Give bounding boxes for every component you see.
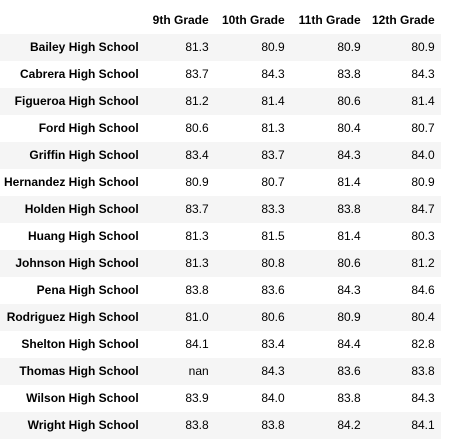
score-12th-grade: 80.9 <box>411 175 435 189</box>
score-12th-grade: 80.9 <box>411 40 435 54</box>
table-row: Huang High School 81.3 81.5 81.4 80.3 <box>0 223 441 250</box>
school-name: Wilson High School <box>26 391 139 405</box>
score-12th-grade: 84.7 <box>411 202 435 216</box>
score-12th-grade: 84.0 <box>411 148 435 162</box>
table-row: Cabrera High School 83.7 84.3 83.8 84.3 <box>0 61 441 88</box>
score-10th-grade: 83.7 <box>261 148 285 162</box>
score-10th-grade: 84.3 <box>261 67 285 81</box>
score-10th-grade: 81.4 <box>261 94 285 108</box>
score-12th-grade: 84.3 <box>411 67 435 81</box>
index-header <box>0 8 145 34</box>
column-header-9th-grade: 9th Grade <box>152 13 209 27</box>
table-row: Pena High School 83.8 83.6 84.3 84.6 <box>0 277 441 304</box>
table-row: Wright High School 83.8 83.8 84.2 84.1 <box>0 412 441 439</box>
table-row: Hernandez High School 80.9 80.7 81.4 80.9 <box>0 169 441 196</box>
score-11th-grade: 84.2 <box>337 418 361 432</box>
header-row: 9th Grade 10th Grade 11th Grade 12th Gra… <box>0 8 441 34</box>
score-10th-grade: 80.9 <box>261 40 285 54</box>
score-11th-grade: 80.6 <box>337 256 361 270</box>
score-11th-grade: 80.6 <box>337 94 361 108</box>
score-11th-grade: 80.9 <box>337 310 361 324</box>
school-name: Pena High School <box>36 283 139 297</box>
table-row: Thomas High School nan 84.3 83.6 83.8 <box>0 358 441 385</box>
score-10th-grade: 84.3 <box>261 364 285 378</box>
score-11th-grade: 84.3 <box>337 148 361 162</box>
school-name: Wright High School <box>27 418 139 432</box>
score-12th-grade: 81.2 <box>411 256 435 270</box>
table-row: Rodriguez High School 81.0 80.6 80.9 80.4 <box>0 304 441 331</box>
score-9th-grade: 83.7 <box>185 202 209 216</box>
score-10th-grade: 80.6 <box>261 310 285 324</box>
score-12th-grade: 81.4 <box>411 94 435 108</box>
school-name: Johnson High School <box>15 256 139 270</box>
table-body: Bailey High School 81.3 80.9 80.9 80.9 Cabrer… <box>0 34 441 439</box>
score-10th-grade: 81.5 <box>261 229 285 243</box>
score-9th-grade: 81.3 <box>185 229 209 243</box>
school-name: Shelton High School <box>21 337 139 351</box>
score-9th-grade: 81.0 <box>185 310 209 324</box>
score-11th-grade: 83.8 <box>337 67 361 81</box>
score-12th-grade: 83.8 <box>411 364 435 378</box>
score-12th-grade: 80.4 <box>411 310 435 324</box>
table-row: Holden High School 83.7 83.3 83.8 84.7 <box>0 196 441 223</box>
school-name: Rodriguez High School <box>6 310 139 324</box>
score-10th-grade: 83.3 <box>261 202 285 216</box>
school-name: Hernandez High School <box>4 175 139 189</box>
score-9th-grade: 83.8 <box>185 418 209 432</box>
score-11th-grade: 80.9 <box>337 40 361 54</box>
score-12th-grade: 84.1 <box>411 418 435 432</box>
score-10th-grade: 80.7 <box>261 175 285 189</box>
table-row: Griffin High School 83.4 83.7 84.3 84.0 <box>0 142 441 169</box>
score-10th-grade: 80.8 <box>261 256 285 270</box>
score-9th-grade: 84.1 <box>185 337 209 351</box>
column-header-12th-grade: 12th Grade <box>371 13 435 27</box>
score-9th-grade: 83.8 <box>185 283 209 297</box>
score-11th-grade: 84.4 <box>337 337 361 351</box>
score-12th-grade: 84.6 <box>411 283 435 297</box>
score-9th-grade: nan <box>188 364 209 378</box>
school-name: Bailey High School <box>30 40 139 54</box>
score-10th-grade: 83.8 <box>261 418 285 432</box>
score-9th-grade: 83.4 <box>185 148 209 162</box>
score-11th-grade: 84.3 <box>337 283 361 297</box>
table-row: Bailey High School 81.3 80.9 80.9 80.9 <box>0 34 441 61</box>
score-9th-grade: 81.2 <box>185 94 209 108</box>
score-10th-grade: 84.0 <box>261 391 285 405</box>
score-10th-grade: 83.6 <box>261 283 285 297</box>
grade-scores-table: 9th Grade 10th Grade 11th Grade 12th Gra… <box>0 8 441 439</box>
school-name: Thomas High School <box>19 364 139 378</box>
table-header: 9th Grade 10th Grade 11th Grade 12th Gra… <box>0 8 441 34</box>
school-name: Holden High School <box>24 202 139 216</box>
column-header-10th-grade: 10th Grade <box>221 13 285 27</box>
table-row: Wilson High School 83.9 84.0 83.8 84.3 <box>0 385 441 412</box>
score-11th-grade: 83.8 <box>337 391 361 405</box>
score-9th-grade: 83.7 <box>185 67 209 81</box>
score-9th-grade: 80.6 <box>185 121 209 135</box>
column-header-11th-grade: 11th Grade <box>298 13 361 27</box>
score-11th-grade: 83.8 <box>337 202 361 216</box>
score-10th-grade: 83.4 <box>261 337 285 351</box>
score-12th-grade: 82.8 <box>411 337 435 351</box>
score-12th-grade: 84.3 <box>411 391 435 405</box>
score-12th-grade: 80.7 <box>411 121 435 135</box>
score-9th-grade: 83.9 <box>185 391 209 405</box>
score-11th-grade: 81.4 <box>337 175 361 189</box>
school-name: Huang High School <box>28 229 139 243</box>
school-name: Griffin High School <box>29 148 139 162</box>
table-row: Figueroa High School 81.2 81.4 80.6 81.4 <box>0 88 441 115</box>
score-12th-grade: 80.3 <box>411 229 435 243</box>
table-row: Shelton High School 84.1 83.4 84.4 82.8 <box>0 331 441 358</box>
table-row: Ford High School 80.6 81.3 80.4 80.7 <box>0 115 441 142</box>
school-name: Cabrera High School <box>20 67 139 81</box>
score-9th-grade: 80.9 <box>185 175 209 189</box>
school-name: Figueroa High School <box>14 94 139 108</box>
score-11th-grade: 80.4 <box>337 121 361 135</box>
score-11th-grade: 81.4 <box>337 229 361 243</box>
score-9th-grade: 81.3 <box>185 40 209 54</box>
score-9th-grade: 81.3 <box>185 256 209 270</box>
table-row: Johnson High School 81.3 80.8 80.6 81.2 <box>0 250 441 277</box>
score-10th-grade: 81.3 <box>261 121 285 135</box>
school-name: Ford High School <box>38 121 139 135</box>
score-11th-grade: 83.6 <box>337 364 361 378</box>
